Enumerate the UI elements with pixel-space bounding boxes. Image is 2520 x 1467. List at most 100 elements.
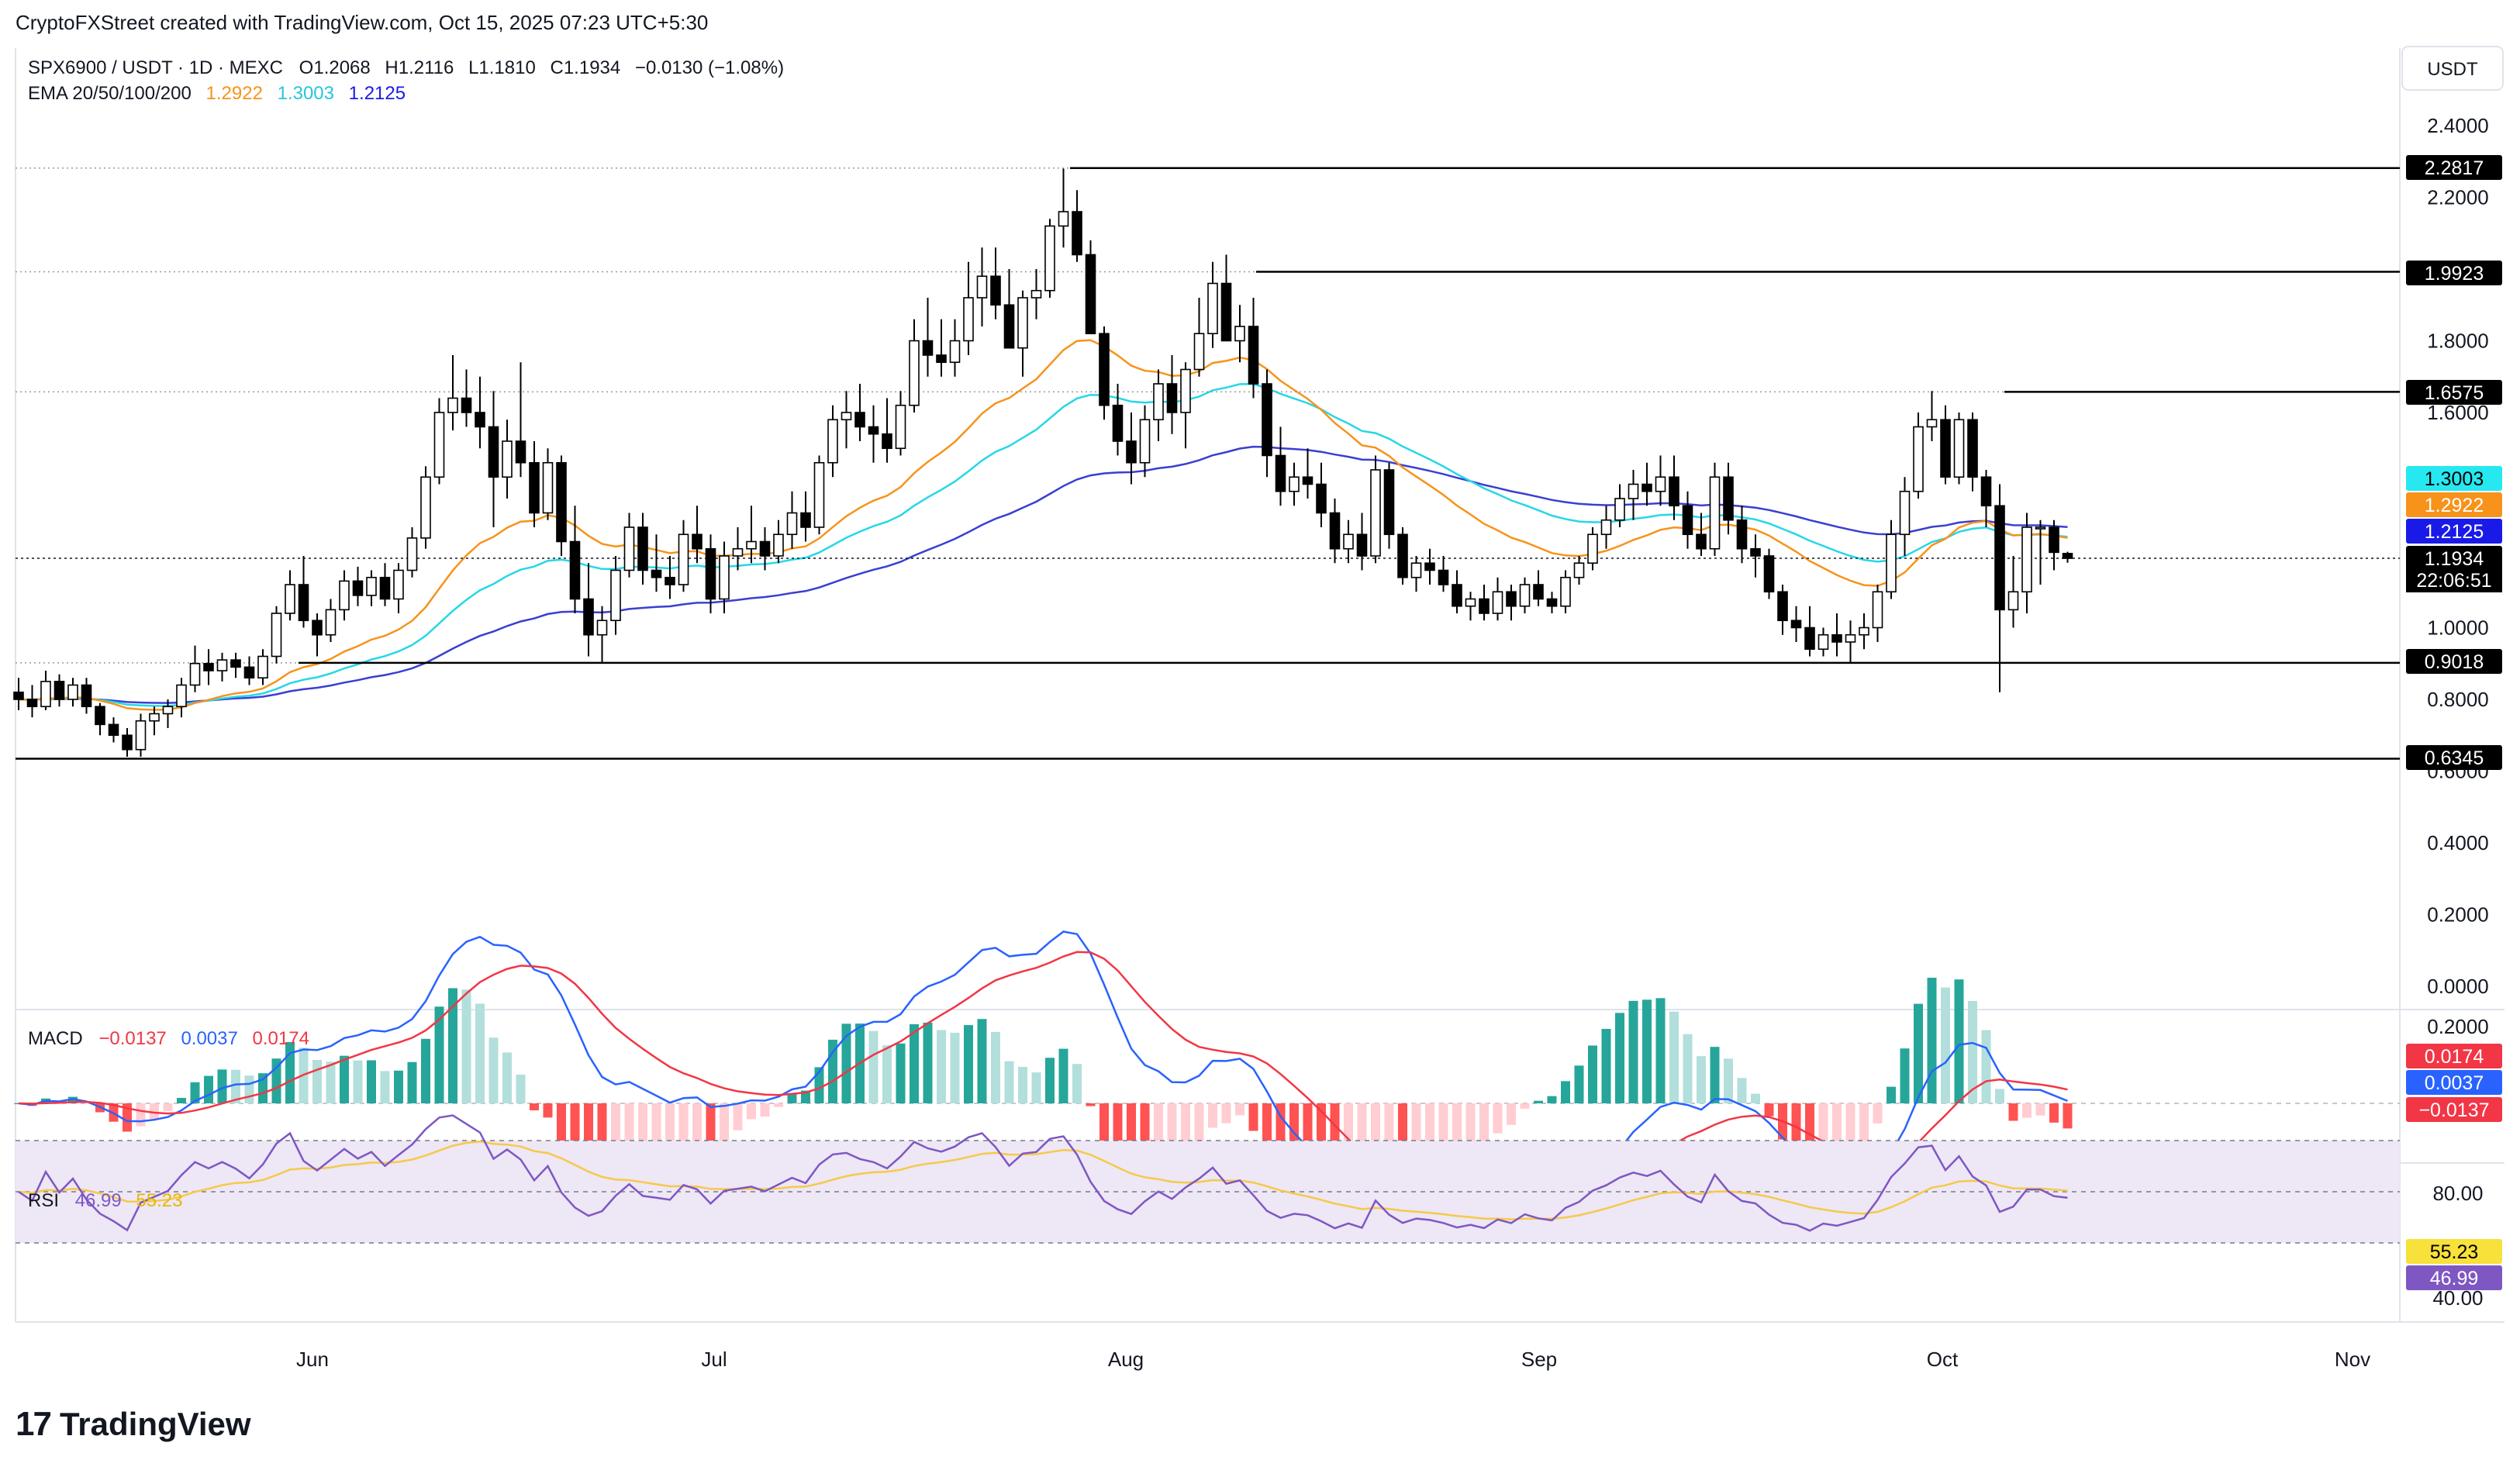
macd-histogram-bar — [1058, 1048, 1068, 1103]
candle — [475, 376, 485, 449]
macd-histogram-bar — [1655, 998, 1666, 1103]
candle — [1696, 513, 1707, 556]
macd-histogram-bar — [1534, 1100, 1543, 1103]
macd-histogram-bar — [1479, 1103, 1489, 1149]
price-axis[interactable]: 2.40002.20001.80001.60001.00000.80000.60… — [296, 114, 2502, 1371]
close-value: C1.1934 — [551, 57, 621, 78]
macd-histogram-bar — [502, 1052, 512, 1103]
macd-histogram-bar — [1710, 1047, 1720, 1103]
price-tick-label: 0.2000 — [2427, 903, 2489, 927]
macd-histogram-bar — [760, 1103, 770, 1117]
time-axis-label: Sep — [1521, 1348, 1557, 1371]
macd-histogram-bar — [747, 1103, 756, 1120]
candle — [1546, 592, 1558, 613]
candle — [895, 391, 906, 456]
candle — [1193, 298, 1205, 377]
candle — [1560, 570, 1571, 613]
candle — [433, 398, 445, 485]
low-value: L1.1810 — [468, 57, 536, 78]
macd-histogram-bar — [2035, 1103, 2045, 1116]
candle — [976, 247, 988, 326]
candle — [692, 506, 702, 564]
macd-histogram-bar — [1031, 1072, 1041, 1103]
candle — [1506, 585, 1517, 621]
candle — [325, 599, 337, 642]
candle — [1044, 219, 1055, 298]
candle — [1926, 391, 1938, 441]
svg-text:0.6345: 0.6345 — [2425, 747, 2484, 769]
candle — [1777, 585, 1788, 635]
macd-histogram-bar — [353, 1060, 363, 1103]
macd-histogram-bar — [2063, 1103, 2073, 1129]
rsi-label: RSI — [28, 1190, 59, 1211]
candle — [936, 319, 947, 377]
macd-value-tag: −0.0137 — [2406, 1097, 2502, 1122]
macd-histogram-bar — [1954, 979, 1964, 1103]
candle — [243, 656, 255, 685]
ema-lines — [18, 339, 2068, 711]
macd-histogram-bar — [1208, 1103, 1217, 1128]
svg-text:0.0174: 0.0174 — [2425, 1046, 2484, 1068]
candle — [542, 448, 554, 520]
candle — [1682, 491, 1693, 549]
macd-histogram-bar — [1221, 1103, 1231, 1124]
svg-text:SPX6900 / USDT · 1D · MEXC: SPX6900 / USDT · 1D · MEXC O1.2068 H1.21… — [28, 57, 784, 78]
macd-histogram-bar — [950, 1032, 960, 1103]
candle — [1343, 519, 1354, 564]
macd-histogram-bar — [1900, 1048, 1910, 1103]
candle — [2062, 551, 2073, 563]
macd-histogram-bar — [2022, 1103, 2032, 1118]
candle — [1872, 585, 1883, 642]
candle — [665, 556, 675, 599]
price-tick-label: 1.0000 — [2427, 616, 2489, 640]
candle — [1953, 412, 1965, 485]
candle — [1410, 556, 1422, 592]
svg-text:55.23: 55.23 — [2430, 1241, 2479, 1263]
tradingview-logo[interactable]: 17 TradingView — [16, 1405, 251, 1444]
macd-histogram-bar — [1724, 1058, 1733, 1103]
candle — [1913, 412, 1924, 499]
rsi-value-tag: 55.23 — [2406, 1239, 2502, 1264]
candle — [1818, 627, 1829, 657]
currency-label: USDT — [2427, 59, 2478, 80]
time-axis-label: Jun — [296, 1348, 329, 1371]
open-value: O1.2068 — [299, 57, 371, 78]
macd-histogram-bar — [1995, 1089, 2004, 1103]
macd-histogram-bar — [1018, 1066, 1027, 1103]
candle — [461, 369, 472, 427]
svg-text:0.0037: 0.0037 — [2425, 1072, 2484, 1094]
macd-histogram-bar — [1601, 1028, 1611, 1103]
candle — [1099, 326, 1110, 420]
candle — [515, 362, 526, 478]
macd-histogram-bar — [421, 1038, 430, 1103]
price-tick-label: 1.8000 — [2427, 330, 2489, 353]
price-level-tag: 0.6345 — [2406, 745, 2502, 770]
candle — [841, 391, 852, 449]
candle — [271, 606, 282, 664]
candle — [1519, 577, 1531, 613]
candle — [854, 384, 865, 441]
candle — [990, 247, 1001, 319]
currency-button[interactable]: USDT — [2401, 46, 2504, 91]
ema-200-line — [18, 445, 2068, 704]
svg-text:1.2922: 1.2922 — [2425, 495, 2484, 516]
candle — [122, 728, 133, 757]
macd-histogram-bar — [475, 1003, 485, 1103]
macd-histogram-bar — [1235, 1103, 1244, 1116]
candle — [1003, 269, 1015, 349]
candle — [298, 556, 309, 628]
candle — [1126, 412, 1137, 485]
candle — [773, 519, 784, 564]
candle — [813, 455, 825, 535]
candle — [257, 649, 268, 685]
time-axis-label: Jul — [701, 1348, 727, 1371]
ema-label: EMA 20/50/100/200 — [28, 83, 192, 104]
ema-100-line — [18, 383, 2068, 707]
macd-histogram-bar — [312, 1059, 322, 1103]
macd-histogram-bar — [923, 1022, 933, 1103]
candle — [81, 678, 92, 714]
candle — [393, 563, 404, 613]
macd-histogram-bar — [68, 1096, 78, 1103]
macd-histogram-bar — [1072, 1064, 1082, 1103]
